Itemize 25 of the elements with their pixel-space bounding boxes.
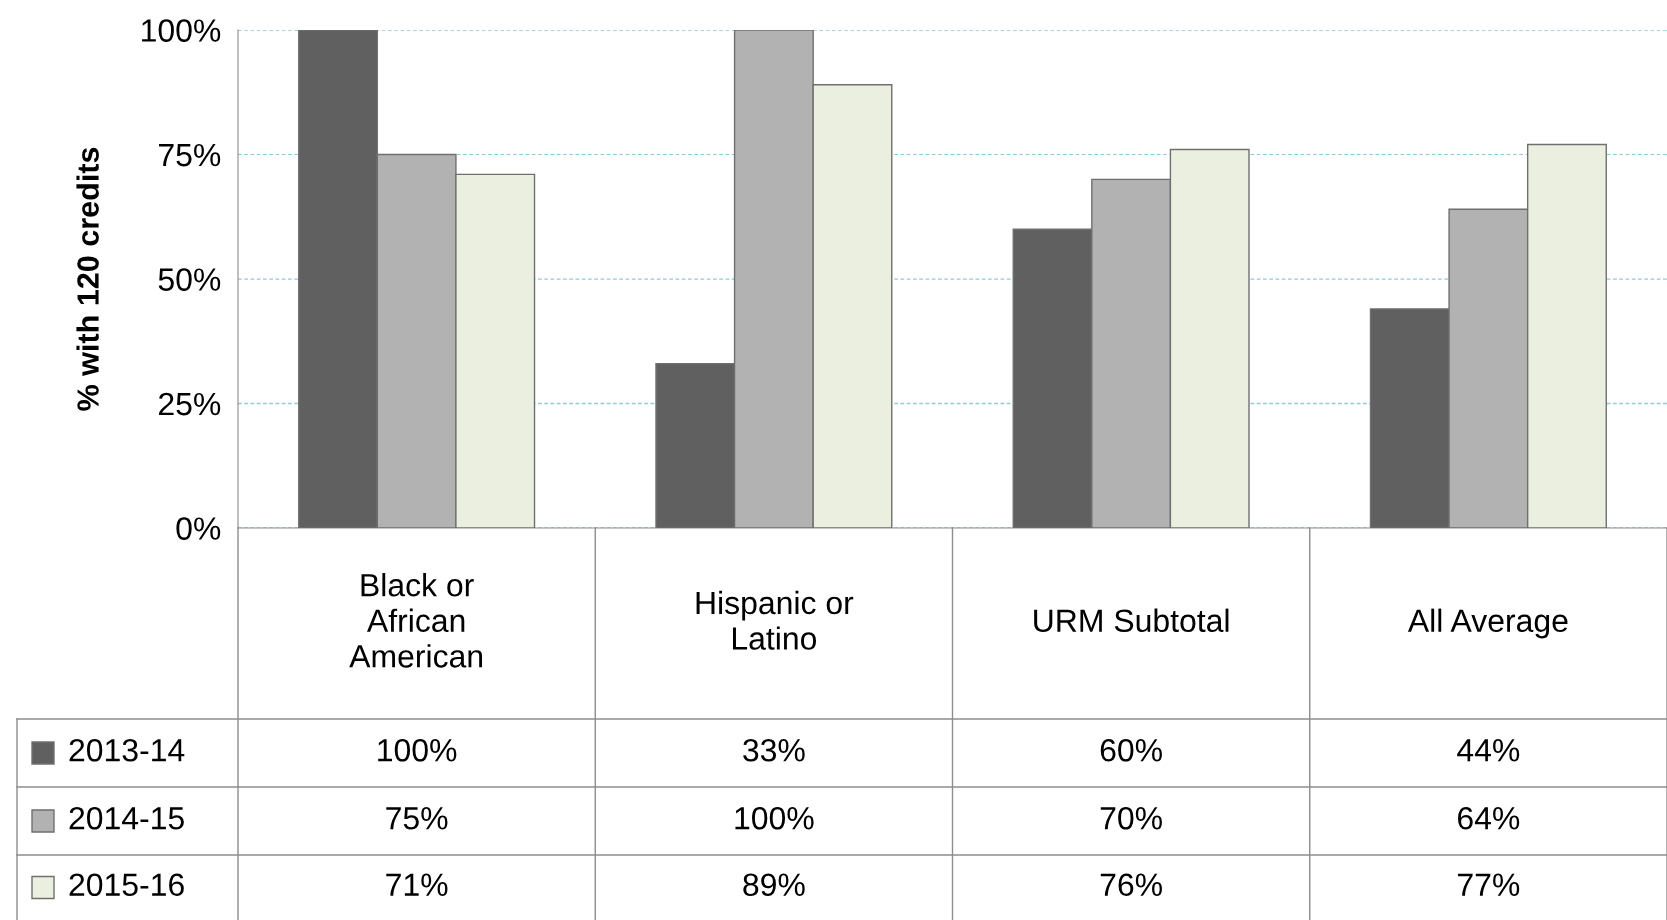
x-tick-label: Black or African American — [349, 573, 483, 668]
text: 75% — [386, 807, 448, 830]
y-tick-label: 100% — [142, 19, 221, 42]
x-tick-label: URM Subtotal — [1034, 608, 1229, 633]
text: 77% — [1458, 873, 1520, 896]
y-axis-title: % with 120 credits — [76, 147, 99, 411]
x-tick-label: All Average — [1407, 608, 1568, 639]
text: 89% — [743, 873, 805, 897]
text: 70% — [1100, 806, 1162, 830]
text: 64% — [1458, 806, 1520, 830]
legend-label: 2015-16 — [69, 873, 184, 897]
y-tick-label: 50% — [158, 268, 221, 291]
y-tick-label: 0% — [176, 517, 221, 540]
text: 60% — [1100, 738, 1162, 762]
text: 44% — [1457, 739, 1520, 762]
y-tick-label: 25% — [159, 392, 221, 416]
text: 33% — [743, 738, 805, 762]
legend-label: 2013-14 — [69, 738, 185, 762]
x-tick-label: Hispanic or Latino — [696, 590, 854, 650]
y-tick-label: 75% — [159, 143, 221, 167]
legend-label: 2014-15 — [69, 806, 184, 830]
text: 100% — [735, 806, 814, 830]
text: 76% — [1100, 873, 1162, 897]
text: 100% — [378, 738, 457, 762]
text: 71% — [386, 873, 448, 896]
